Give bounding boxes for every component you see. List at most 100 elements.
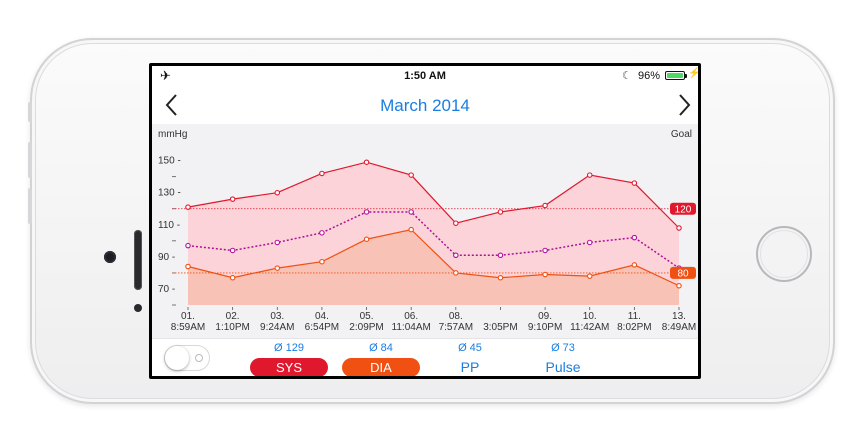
app-display: ✈ 1:50 AM ☾ 96% ⚡ March 2014 mmHg xyxy=(152,66,698,376)
volume-down-button xyxy=(28,188,32,224)
pulse-summary-button[interactable]: Ø 73 Pulse xyxy=(530,339,596,376)
sys-label: SYS xyxy=(250,358,328,376)
pp-data-point xyxy=(586,239,593,246)
status-time: 1:50 AM xyxy=(404,70,446,82)
sys-data-point xyxy=(542,202,548,209)
dia-area-fill xyxy=(188,229,679,305)
pp-data-point xyxy=(453,252,459,259)
sys-data-point xyxy=(586,172,593,178)
y-tick-label: 110 - xyxy=(158,220,180,231)
pp-data-point xyxy=(497,252,504,259)
x-tick-time: 2:09PM xyxy=(349,322,383,333)
x-tick-time: 7:57AM xyxy=(439,322,473,333)
airplane-icon: ✈ xyxy=(160,68,171,83)
dia-data-point xyxy=(586,273,593,279)
sys-average: Ø 129 xyxy=(274,342,304,354)
x-tick-time: 8:59AM xyxy=(171,322,205,333)
pp-data-point xyxy=(408,209,414,215)
x-tick-day: 02. xyxy=(226,311,240,322)
page-title: March 2014 xyxy=(380,96,470,115)
front-camera xyxy=(104,251,116,263)
charging-bolt-icon: ⚡ xyxy=(688,68,698,79)
x-tick-day: 08. xyxy=(449,311,463,322)
x-tick-day: 05. xyxy=(360,311,374,322)
sys-data-point xyxy=(363,159,370,165)
chart-svg: mmHg Goal 150 - 130 - 110 - 90 - 70 - 120 80… xyxy=(158,129,696,333)
summary-bar: Ø 129 SYS Ø 84 DIA Ø 45 PP Ø 73 Pulse xyxy=(152,338,698,376)
pulse-average: Ø 73 xyxy=(551,342,575,354)
earpiece-speaker xyxy=(134,230,142,290)
sys-data-point xyxy=(676,225,682,231)
x-tick-time: 1:10PM xyxy=(215,322,249,333)
blood-pressure-chart: mmHg Goal 150 - 130 - 110 - 90 - 70 - 120 80… xyxy=(152,124,698,338)
x-tick-time: 3:05PM xyxy=(483,322,517,333)
dia-series-line xyxy=(187,228,680,287)
x-tick-time: 11:42AM xyxy=(570,322,609,333)
dia-data-point xyxy=(229,274,236,281)
dia-data-point xyxy=(274,265,281,271)
dia-data-point xyxy=(363,236,370,242)
pp-summary-button[interactable]: Ø 45 PP xyxy=(440,339,500,376)
proximity-sensor xyxy=(134,304,142,312)
x-tick-day: 03. xyxy=(270,311,284,322)
home-button[interactable] xyxy=(756,226,812,282)
sys-data-point xyxy=(185,204,191,210)
previous-month-button[interactable] xyxy=(160,90,186,120)
dia-data-point xyxy=(676,283,682,289)
chart-toggle-switch[interactable] xyxy=(164,345,210,371)
next-month-button[interactable] xyxy=(672,90,698,120)
dia-data-point xyxy=(542,271,548,278)
x-tick-time: 6:54PM xyxy=(305,322,339,333)
pp-data-point xyxy=(542,247,548,254)
sys-data-point xyxy=(274,189,281,196)
pp-average: Ø 45 xyxy=(458,342,482,354)
chevron-right-icon xyxy=(679,94,691,116)
y-tick-label: 70 - xyxy=(158,284,175,295)
moon-icon: ☾ xyxy=(622,70,632,82)
pp-data-point xyxy=(185,242,191,249)
y-axis-unit: mmHg xyxy=(158,129,187,140)
goal-badge-sys xyxy=(670,202,696,215)
phone-screen: ✈ 1:50 AM ☾ 96% ⚡ March 2014 mmHg xyxy=(149,63,701,379)
toggle-off-indicator xyxy=(195,354,203,362)
battery-icon xyxy=(665,71,687,80)
sys-data-point xyxy=(319,170,325,177)
x-tick-day: 11. xyxy=(628,311,641,322)
dia-data-point xyxy=(497,274,504,281)
pp-data-point xyxy=(319,230,325,236)
sys-data-point xyxy=(229,196,236,202)
sys-summary-button[interactable]: Ø 129 SYS xyxy=(250,339,328,376)
x-tick-time: 9:10PM xyxy=(528,322,562,333)
x-tick-day: 06. xyxy=(404,311,418,322)
pp-data-point xyxy=(229,247,236,254)
pp-data-point xyxy=(274,239,281,246)
dia-data-point xyxy=(408,226,414,233)
goal-badge-dia xyxy=(670,266,696,279)
pulse-label: Pulse xyxy=(545,359,581,375)
sys-series-line xyxy=(187,161,680,229)
y-tick-label: 90 - xyxy=(158,252,175,263)
nav-bar: March 2014 xyxy=(152,86,698,124)
mute-switch xyxy=(28,102,32,122)
dia-data-point xyxy=(319,258,325,265)
chevron-left-icon xyxy=(165,94,177,116)
x-tick-time: 8:02PM xyxy=(617,322,651,333)
sys-data-point xyxy=(631,180,638,186)
dia-summary-button[interactable]: Ø 84 DIA xyxy=(342,339,420,376)
status-bar: ✈ 1:50 AM ☾ 96% ⚡ xyxy=(152,66,698,86)
sys-data-point xyxy=(497,209,504,215)
pp-series-line xyxy=(187,211,680,269)
dia-data-point xyxy=(631,262,638,268)
y-tick-label: 150 - xyxy=(158,156,181,167)
x-tick-day: 01. xyxy=(181,311,195,322)
volume-up-button xyxy=(28,142,32,178)
dia-label: DIA xyxy=(342,358,420,376)
goal-badge-sys-text: 120 xyxy=(675,204,692,215)
x-tick-time: 9:24AM xyxy=(260,322,294,333)
goal-badge-dia-text: 80 xyxy=(677,268,689,279)
x-tick-day: 04. xyxy=(315,311,329,322)
x-tick-day: 13. xyxy=(672,311,686,322)
battery-percent: 96% xyxy=(638,70,661,82)
pp-data-point xyxy=(363,209,370,215)
x-tick-time: 8:49AM xyxy=(662,322,696,333)
